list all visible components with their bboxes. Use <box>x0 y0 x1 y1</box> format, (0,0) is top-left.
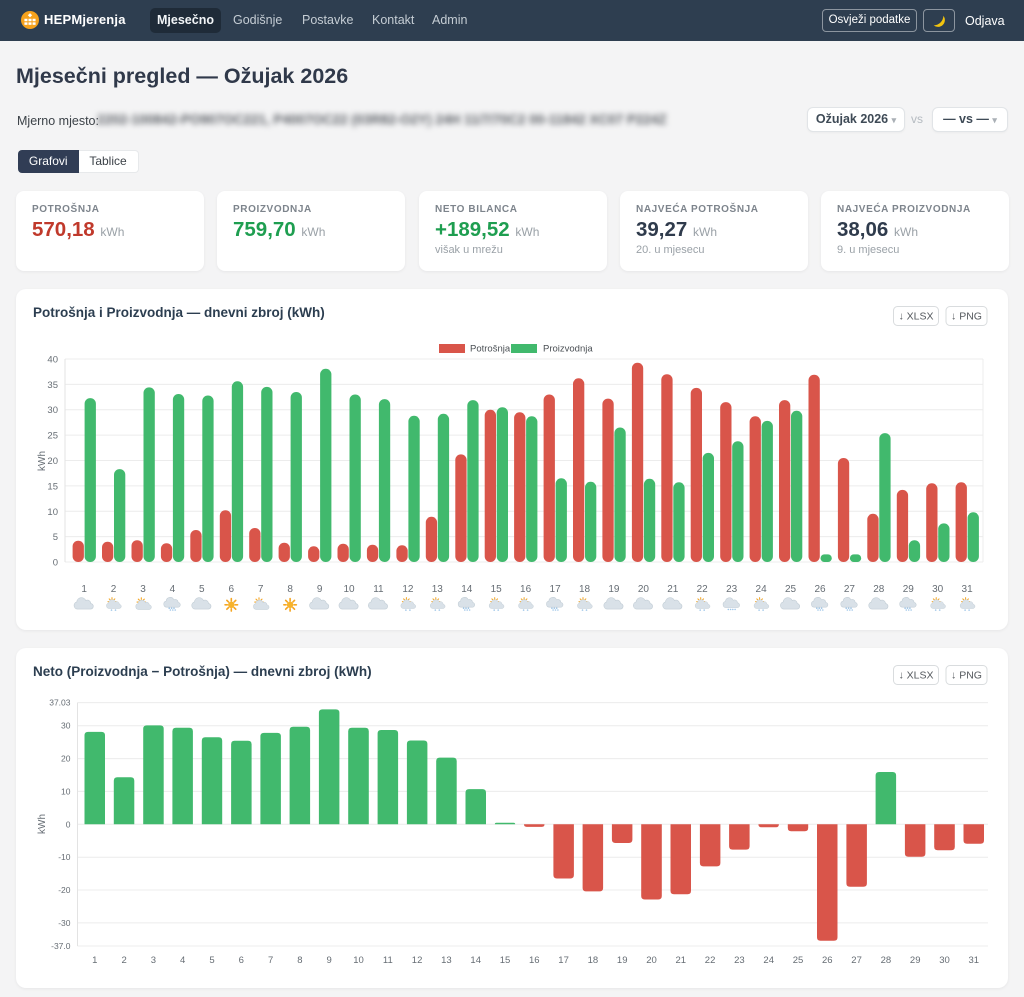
svg-text:14: 14 <box>470 955 481 966</box>
svg-text:15: 15 <box>491 584 503 595</box>
svg-text:20: 20 <box>638 584 650 595</box>
svg-text:14: 14 <box>461 584 473 595</box>
svg-text:15: 15 <box>500 955 511 966</box>
svg-text:7: 7 <box>268 955 273 966</box>
svg-text:17: 17 <box>558 955 569 966</box>
svg-text:24: 24 <box>756 584 768 595</box>
svg-text:Proizvodnja: Proizvodnja <box>543 344 593 355</box>
svg-text:4: 4 <box>180 955 185 966</box>
svg-text:8: 8 <box>287 584 293 595</box>
svg-text:28: 28 <box>881 955 892 966</box>
svg-text:25: 25 <box>793 955 804 966</box>
svg-text:-20: -20 <box>58 885 71 895</box>
svg-text:26: 26 <box>822 955 833 966</box>
svg-text:19: 19 <box>608 584 620 595</box>
svg-text:kWh: kWh <box>37 814 48 834</box>
svg-text:11: 11 <box>373 584 384 595</box>
svg-text:21: 21 <box>667 584 679 595</box>
svg-text:12: 12 <box>402 584 414 595</box>
svg-text:11: 11 <box>383 955 393 966</box>
svg-text:22: 22 <box>705 955 716 966</box>
svg-text:30: 30 <box>47 405 58 416</box>
svg-text:3: 3 <box>151 955 156 966</box>
svg-text:18: 18 <box>588 955 599 966</box>
svg-text:30: 30 <box>939 955 950 966</box>
svg-text:31: 31 <box>962 584 974 595</box>
svg-text:26: 26 <box>814 584 826 595</box>
svg-text:27: 27 <box>844 584 856 595</box>
svg-text:13: 13 <box>441 955 452 966</box>
svg-text:35: 35 <box>47 380 58 391</box>
svg-text:4: 4 <box>170 584 176 595</box>
svg-text:↓ PNG: ↓ PNG <box>951 311 982 323</box>
svg-text:20: 20 <box>61 754 71 764</box>
svg-text:2: 2 <box>111 584 117 595</box>
svg-text:19: 19 <box>617 955 628 966</box>
svg-text:3: 3 <box>140 584 146 595</box>
svg-text:40: 40 <box>47 355 58 366</box>
svg-text:Potrošnja: Potrošnja <box>470 344 511 355</box>
svg-text:25: 25 <box>47 431 58 442</box>
svg-text:1: 1 <box>92 955 97 966</box>
svg-text:8: 8 <box>297 955 302 966</box>
svg-text:6: 6 <box>239 955 244 966</box>
svg-text:↓ XLSX: ↓ XLSX <box>898 670 933 682</box>
svg-text:2: 2 <box>121 955 126 966</box>
svg-text:23: 23 <box>726 584 738 595</box>
svg-text:10: 10 <box>47 507 58 518</box>
svg-text:20: 20 <box>646 955 657 966</box>
svg-text:9: 9 <box>317 584 323 595</box>
svg-text:5: 5 <box>209 955 214 966</box>
svg-text:16: 16 <box>529 955 540 966</box>
svg-text:-30: -30 <box>58 918 71 928</box>
svg-text:↓ PNG: ↓ PNG <box>951 670 982 682</box>
svg-text:21: 21 <box>676 955 687 966</box>
svg-text:23: 23 <box>734 955 745 966</box>
svg-text:13: 13 <box>432 584 444 595</box>
svg-text:29: 29 <box>910 955 921 966</box>
svg-text:7: 7 <box>258 584 264 595</box>
svg-text:6: 6 <box>229 584 235 595</box>
svg-text:15: 15 <box>47 481 58 492</box>
svg-text:17: 17 <box>550 584 562 595</box>
svg-text:28: 28 <box>873 584 885 595</box>
svg-text:0: 0 <box>66 819 71 829</box>
svg-text:-10: -10 <box>58 852 71 862</box>
svg-text:9: 9 <box>327 955 332 966</box>
svg-text:Potrošnja i Proizvodnja — dnev: Potrošnja i Proizvodnja — dnevni zbroj (… <box>33 305 325 320</box>
svg-text:-37.0: -37.0 <box>51 941 71 951</box>
svg-text:5: 5 <box>199 584 205 595</box>
svg-text:25: 25 <box>785 584 797 595</box>
svg-text:27: 27 <box>851 955 862 966</box>
svg-text:Neto (Proizvodnja − Potrošnja): Neto (Proizvodnja − Potrošnja) — dnevni … <box>33 664 372 679</box>
svg-text:kWh: kWh <box>37 451 48 471</box>
svg-text:30: 30 <box>61 721 71 731</box>
svg-text:10: 10 <box>353 955 364 966</box>
svg-text:30: 30 <box>932 584 944 595</box>
svg-text:1: 1 <box>81 584 87 595</box>
svg-text:29: 29 <box>903 584 915 595</box>
svg-text:37.03: 37.03 <box>49 698 71 708</box>
svg-text:10: 10 <box>343 584 355 595</box>
svg-text:20: 20 <box>47 456 58 467</box>
svg-text:16: 16 <box>520 584 532 595</box>
svg-text:12: 12 <box>412 955 423 966</box>
svg-text:5: 5 <box>53 532 58 543</box>
svg-text:10: 10 <box>61 786 71 796</box>
svg-text:31: 31 <box>969 955 980 966</box>
svg-text:↓ XLSX: ↓ XLSX <box>898 311 933 323</box>
svg-text:22: 22 <box>697 584 709 595</box>
svg-text:18: 18 <box>579 584 591 595</box>
svg-text:0: 0 <box>53 558 58 569</box>
svg-text:24: 24 <box>763 955 774 966</box>
